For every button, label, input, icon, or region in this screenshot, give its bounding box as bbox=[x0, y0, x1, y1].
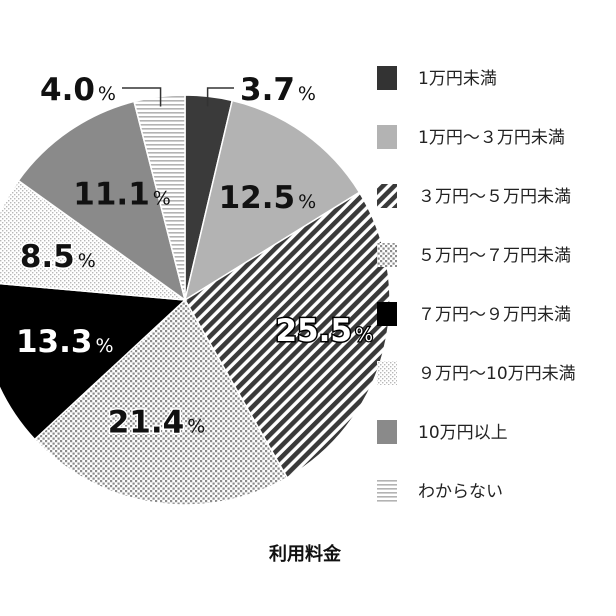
legend-swatch bbox=[377, 184, 397, 208]
pie-slice-7 bbox=[17, 100, 187, 302]
chart-caption: 利用料金 bbox=[269, 543, 342, 565]
legend-item: ５万円～７万円未満 bbox=[377, 243, 571, 267]
legend-label: ５万円～７万円未満 bbox=[418, 246, 571, 266]
legend-swatch bbox=[377, 302, 397, 326]
slice-value-label: 12.5% bbox=[219, 180, 317, 216]
pie-slice-2 bbox=[183, 99, 361, 302]
legend-swatch bbox=[377, 66, 397, 90]
legend-label: 10万円以上 bbox=[418, 423, 508, 443]
leader-line-1 bbox=[206, 87, 234, 107]
legend-item: ７万円～９万円未満 bbox=[377, 302, 571, 326]
legend-swatch bbox=[377, 420, 397, 444]
leader-lines bbox=[122, 87, 234, 107]
slice-labels: 3.7 % 12.5 % 25.5 % 21.4 % 13.3 % 8.5 % 11.1 % 4.0% bbox=[14, 71, 374, 443]
legend-label: ３万円～５万円未満 bbox=[418, 187, 571, 207]
pie-slice-5 bbox=[0, 282, 187, 441]
pie-slice-8 bbox=[133, 94, 186, 301]
legend-label: 1万円未満 bbox=[418, 69, 497, 89]
slice-value-label: 3.7% bbox=[240, 72, 316, 108]
legend-item: ３万円～５万円未満 bbox=[377, 184, 571, 208]
slice-value-label: 11.1% bbox=[73, 176, 171, 212]
pie-slice-4 bbox=[33, 298, 289, 506]
legend-label: ９万円～10万円未満 bbox=[418, 364, 576, 384]
pie-slice-6 bbox=[0, 179, 188, 301]
legend-swatch bbox=[377, 479, 397, 503]
leader-line-8 bbox=[122, 87, 162, 107]
slice-value-label: 21.4% bbox=[108, 405, 206, 441]
legend-item: 1万円未満 bbox=[377, 66, 497, 90]
slice-value-label: 25.5% bbox=[275, 313, 373, 349]
legend-item: ９万円～10万円未満 bbox=[377, 361, 576, 385]
legend-label: 1万円～３万円未満 bbox=[418, 128, 565, 148]
legend-swatch bbox=[377, 125, 397, 149]
slice-value-label: 13.3% bbox=[16, 324, 114, 360]
slice-value-label: 8.5% bbox=[20, 239, 96, 275]
legend-item: 1万円～３万円未満 bbox=[377, 125, 565, 149]
legend-item: わからない bbox=[377, 479, 503, 503]
legend-label: ７万円～９万円未満 bbox=[418, 305, 571, 325]
legend-swatch bbox=[377, 361, 397, 385]
pie-slices bbox=[0, 94, 391, 506]
slice-value-label: 4.0% bbox=[40, 72, 116, 108]
legend-label: わからない bbox=[418, 482, 503, 502]
legend-item: 10万円以上 bbox=[377, 420, 508, 444]
legend-swatch bbox=[377, 243, 397, 267]
legend: 1万円未満 1万円～３万円未満 ３万円～５万円未満 ５万円～７万円未満 ７万円～９万円未… bbox=[377, 66, 576, 503]
pie-slice-3 bbox=[183, 191, 391, 479]
